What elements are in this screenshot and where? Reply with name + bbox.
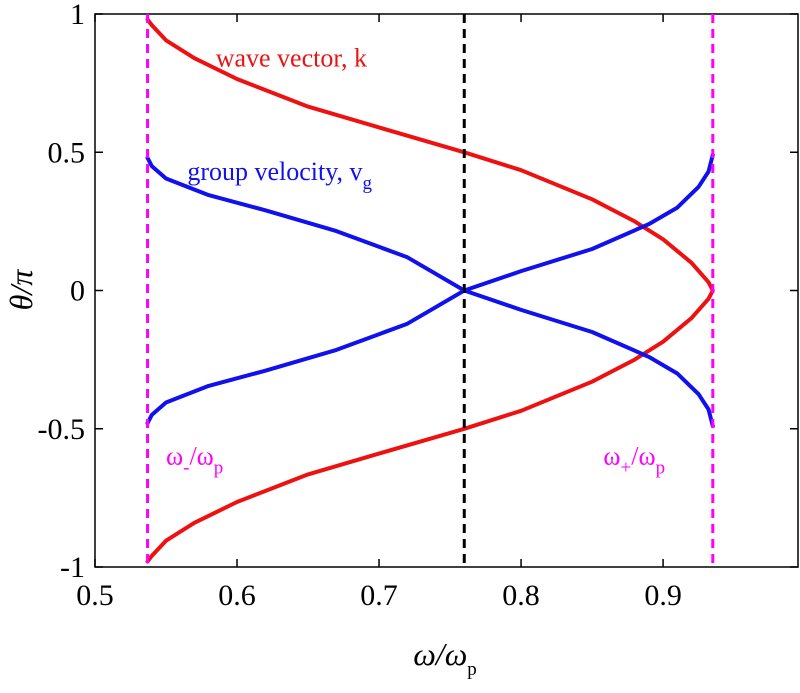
series-line-1 xyxy=(145,17,715,564)
plot-frame xyxy=(94,13,799,568)
x-tick-label: 0.6 xyxy=(218,579,256,612)
x-axis-label: ω/ωp xyxy=(413,636,477,680)
ticks: 0.5 0.6 0.7 0.8 0.9 -1 -0.5 0 0.5 1 xyxy=(38,0,798,612)
y-tick-label: 0 xyxy=(70,275,85,308)
y-tick-label: -1 xyxy=(60,551,85,584)
curves xyxy=(145,17,715,564)
annotation-1: wave vector, k xyxy=(216,44,367,73)
annotation-3: ω-/ωp xyxy=(166,442,223,479)
series-line-3 xyxy=(145,153,715,426)
y-axis-label: θ/π xyxy=(3,269,39,311)
annotation-4: ω+/ωp xyxy=(603,442,665,479)
y-tick-label: 1 xyxy=(70,0,85,31)
x-tick-label: 0.7 xyxy=(360,579,398,612)
plot-area xyxy=(94,13,799,568)
reference-lines xyxy=(146,14,715,567)
y-tick-label: -0.5 xyxy=(38,413,86,446)
x-tick-label: 0.8 xyxy=(502,579,540,612)
x-tick-label: 0.5 xyxy=(76,579,114,612)
annotations: wave vector, k group velocity, vg ω-/ωp ω+/… xyxy=(166,44,665,479)
annotation-2: group velocity, vg xyxy=(187,157,372,194)
x-tick-label: 0.9 xyxy=(644,579,682,612)
y-tick-label: 0.5 xyxy=(48,136,86,169)
series-line-2 xyxy=(145,155,715,428)
